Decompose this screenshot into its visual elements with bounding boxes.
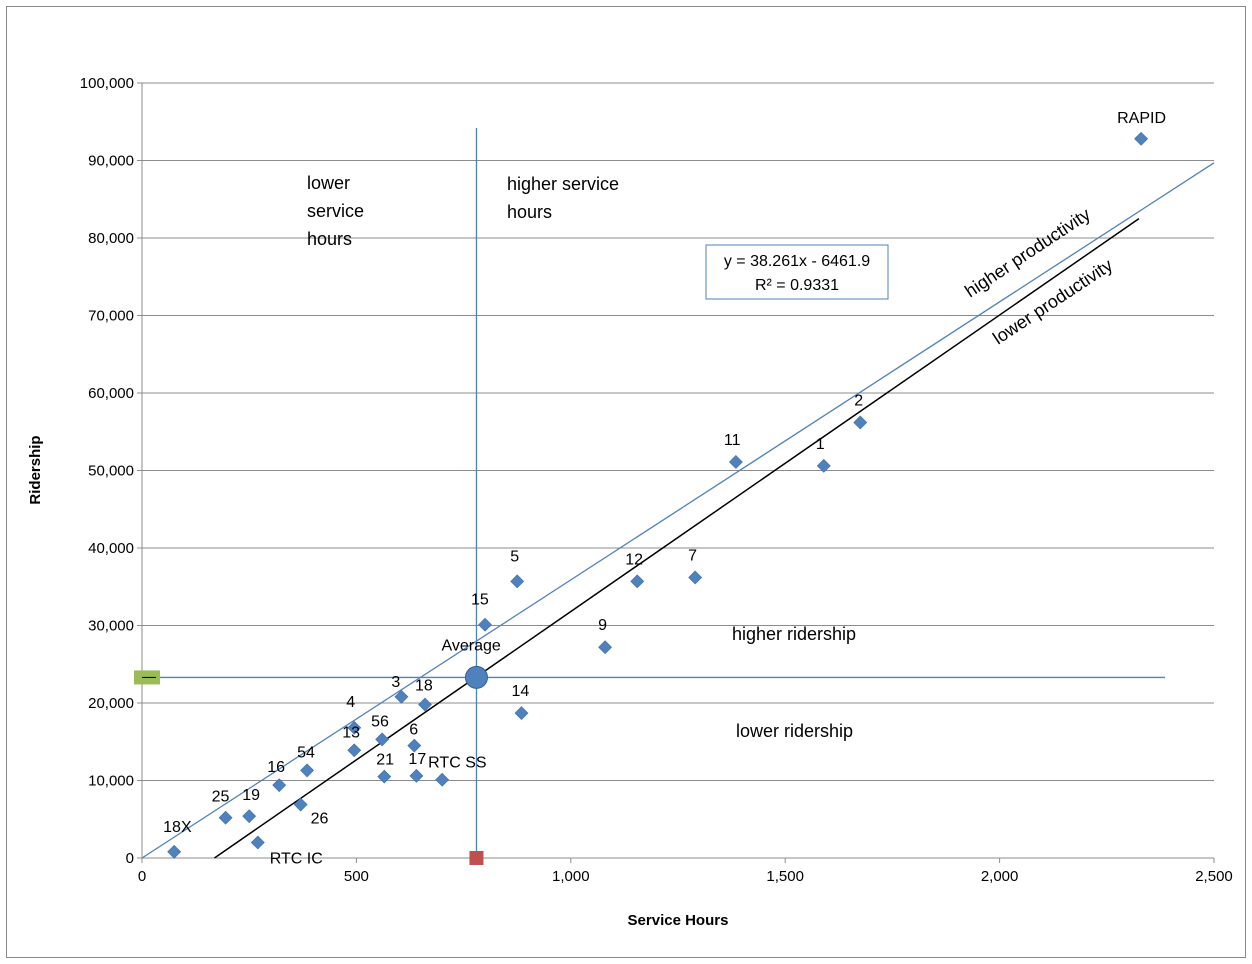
point-label-1: 1 — [816, 436, 825, 453]
annotation-lower-service-hours-2: service — [307, 201, 364, 221]
chart-frame — [6, 6, 1246, 958]
point-6 — [407, 738, 422, 753]
x-tick-label-1000: 1,000 — [552, 868, 590, 885]
point-label-17: 17 — [408, 751, 426, 768]
trendline-equation: y = 38.261x - 6461.9 — [724, 253, 870, 270]
point-9 — [598, 640, 613, 655]
data-points — [167, 131, 1149, 859]
point-label-rtc-ss: RTC SS — [428, 755, 486, 772]
trendline-r-squared: R² = 0.9331 — [755, 277, 839, 294]
point-14 — [514, 706, 529, 720]
y-tick-label-100000: 100,000 — [80, 75, 134, 92]
point-label-26: 26 — [311, 811, 329, 828]
point-rtc-ic — [250, 835, 265, 850]
point-15 — [478, 617, 492, 632]
point-25 — [218, 810, 233, 825]
point-rapid — [1134, 131, 1149, 146]
y-tick-label-60000: 60,000 — [88, 385, 134, 402]
y-tick-label-50000: 50,000 — [88, 463, 134, 480]
x-tick-label-2500: 2,500 — [1195, 868, 1233, 885]
y-tick-label-0: 0 — [126, 850, 134, 867]
point-18x — [167, 844, 182, 859]
point-label-21: 21 — [376, 752, 394, 769]
point-2 — [853, 415, 868, 430]
y-tick-label-80000: 80,000 — [88, 230, 134, 247]
annotation-higher-service-hours-2: hours — [507, 202, 552, 222]
y-tick-label-70000: 70,000 — [88, 308, 134, 325]
point-11 — [728, 455, 743, 469]
y-tick-label-20000: 20,000 — [88, 695, 134, 712]
point-21 — [377, 769, 392, 784]
point-label-12: 12 — [625, 551, 643, 568]
point-label-18: 18 — [415, 678, 433, 695]
point-4 — [347, 720, 362, 735]
point-label-18x: 18X — [163, 819, 192, 836]
x-tick-label-0: 0 — [138, 868, 146, 885]
annotation-lower-service-hours-1: lower — [307, 173, 350, 193]
annotation-lower-ridership: lower ridership — [736, 721, 853, 741]
equation-box-border — [705, 244, 889, 300]
point-12 — [630, 574, 645, 589]
point-label-13: 13 — [342, 724, 360, 741]
point-17 — [409, 768, 424, 783]
point-label-9: 9 — [598, 617, 607, 634]
point-label-2: 2 — [854, 392, 863, 409]
point-13 — [347, 743, 362, 758]
gridlines — [142, 82, 1214, 781]
x-tick-label-500: 500 — [344, 868, 369, 885]
x-axis-title: Service Hours — [628, 912, 729, 929]
point-label-15: 15 — [471, 592, 489, 609]
y-tick-label-90000: 90,000 — [88, 153, 134, 170]
y-tick-label-40000: 40,000 — [88, 540, 134, 557]
point-26 — [293, 797, 308, 812]
annotation-higher-ridership: higher ridership — [732, 624, 856, 644]
point-1 — [816, 458, 831, 473]
reference-lines — [134, 128, 1215, 865]
point-56 — [375, 732, 390, 747]
x-tick-label-2000: 2,000 — [981, 868, 1019, 885]
point-rtc-ss — [435, 772, 450, 787]
point-5 — [510, 574, 525, 589]
y-tick-label-30000: 30,000 — [88, 618, 134, 635]
point-label-3: 3 — [391, 674, 400, 691]
point-label-5: 5 — [510, 548, 519, 565]
point-label-25: 25 — [212, 789, 230, 806]
point-19 — [242, 809, 257, 824]
y-axis-title: Ridership — [27, 435, 44, 504]
annotation-higher-service-hours-1: higher service — [507, 174, 619, 194]
point-average — [464, 665, 488, 689]
annotation-lower-service-hours-3: hours — [307, 229, 352, 249]
point-label-6: 6 — [409, 722, 418, 739]
trendline-equation-box: y = 38.261x - 6461.9 R² = 0.9331 — [705, 244, 889, 300]
point-54 — [300, 763, 315, 778]
point-label-16: 16 — [267, 759, 285, 776]
point-18 — [418, 697, 432, 712]
point-label-19: 19 — [242, 787, 260, 804]
point-label-11: 11 — [724, 432, 741, 449]
point-label-rtc-ic: RTC IC — [270, 851, 323, 868]
point-label-7: 7 — [688, 547, 697, 564]
y-tick-label-10000: 10,000 — [88, 773, 134, 790]
point-3 — [394, 689, 409, 704]
axes: 0 10,000 20,000 30,000 40,000 50,000 60,000 70,… — [80, 75, 1233, 885]
point-16 — [272, 778, 287, 793]
average-x-axis-marker — [469, 851, 484, 865]
trendline — [214, 218, 1140, 859]
point-label-4: 4 — [346, 694, 355, 711]
point-label-56: 56 — [371, 713, 389, 730]
point-label-rapid: RAPID — [1117, 110, 1166, 127]
point-label-14: 14 — [511, 683, 529, 700]
productivity-reference-line — [141, 162, 1215, 859]
point-label-54: 54 — [297, 744, 315, 761]
point-7 — [688, 570, 703, 585]
x-tick-label-1500: 1,500 — [766, 868, 804, 885]
point-label-average: Average — [441, 637, 500, 654]
